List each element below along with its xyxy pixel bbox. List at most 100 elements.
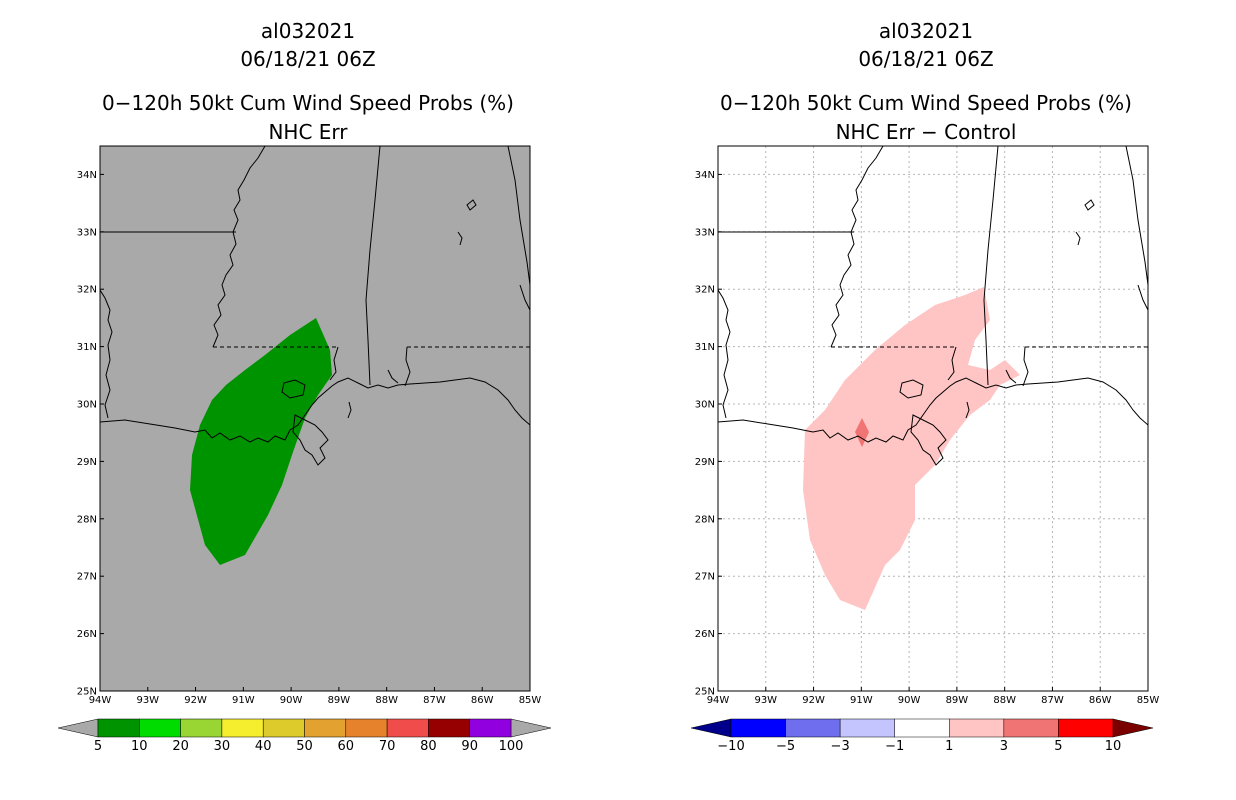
map-boundary-line [830,146,884,348]
lon-label: 94W [707,695,730,706]
lat-label: 29N [695,457,715,468]
map-boundary-line [387,369,399,384]
right-datetime: 06/18/21 06Z [858,47,993,71]
colorbar-label: 80 [420,739,437,754]
map-boundary-line [281,379,306,399]
colorbar-high-arrow [1112,718,1154,738]
colorbar-swatch [949,718,1005,738]
right-subtitle: NHC Err − Control [836,120,1017,144]
colorbar-swatch [894,718,950,738]
right-map-frame [717,145,1149,692]
colorbar-swatch [730,718,786,738]
left-map-frame [99,145,531,692]
colorbar-swatch [839,718,895,738]
left-datetime: 06/18/21 06Z [240,47,375,71]
lat-label: 25N [695,687,715,698]
lon-label: 86W [471,695,494,706]
left-map-boundaries [100,146,530,466]
map-boundary-line [100,377,530,443]
map-boundary-line [404,346,411,387]
map-boundary-line [910,414,947,466]
colorbar-label: 10 [131,739,148,754]
lat-label: 32N [77,285,97,296]
lon-label: 93W [754,695,777,706]
colorbar-high-arrow [510,718,552,738]
lon-label: 92W [802,695,825,706]
lat-label: 34N [77,170,97,181]
lon-label: 90W [898,695,921,706]
colorbar-swatch [1058,718,1114,738]
lat-label: 33N [77,227,97,238]
map-boundary-line [1075,231,1081,246]
colorbar-low-arrow [690,718,732,738]
colorbar-swatch [469,718,512,738]
colorbar-swatch [304,718,347,738]
map-boundary-line [1005,369,1017,384]
right-map-panel: al032021 06/18/21 06Z 0−120h 50kt Cum Wi… [690,19,1160,754]
lat-label: 31N [695,342,715,353]
colorbar-label: −10 [717,739,744,754]
colorbar-label: 5 [1054,739,1062,754]
lat-label: 28N [695,514,715,525]
lon-label: 91W [232,695,255,706]
colorbar-low-arrow [57,718,99,738]
colorbar-swatch [1003,718,1059,738]
lat-label: 30N [77,400,97,411]
lon-label: 91W [850,695,873,706]
lon-label: 93W [136,695,159,706]
colorbar-swatch [97,718,140,738]
lon-label: 90W [280,695,303,706]
lon-label: 92W [184,695,207,706]
colorbar-swatch [139,718,181,738]
lat-label: 34N [695,170,715,181]
lon-label: 88W [375,695,398,706]
map-boundary-line [1022,346,1029,387]
lon-label: 94W [89,695,112,706]
colorbar-swatch [386,718,429,738]
colorbar-label: 90 [461,739,478,754]
map-boundary-line [519,284,530,311]
lat-label: 28N [77,514,97,525]
left-probability-area [190,318,332,565]
colorbar-label: 40 [255,739,272,754]
lat-label: 33N [695,227,715,238]
colorbar-label: 1 [945,739,953,754]
lon-label: 85W [1137,695,1160,706]
map-boundary-line [718,377,1148,443]
lat-label: 26N [77,629,97,640]
map-boundary-line [212,146,266,348]
left-map-background [100,146,530,691]
right-difference-area [803,287,1020,610]
right-title: 0−120h 50kt Cum Wind Speed Probs (%) [720,91,1132,115]
right-difference-peak [855,418,869,447]
map-boundary-line [347,401,352,419]
colorbar-label: 70 [379,739,396,754]
lon-label: 89W [946,695,969,706]
lat-label: 32N [695,285,715,296]
left-colorbar: 5 10 20 30 40 50 60 70 80 90 100 [57,718,552,754]
lat-label: 30N [695,400,715,411]
map-boundary-line [457,231,463,246]
lat-label: 29N [77,457,97,468]
colorbar-swatch [221,718,264,738]
map-boundary-line [947,346,957,381]
colorbar-label: 60 [338,739,355,754]
lon-label: 89W [328,695,351,706]
colorbar-swatch [180,718,223,738]
map-boundary-line [466,199,477,211]
left-subtitle: NHC Err [268,120,348,144]
right-colorbar: −10 −5 −3 −1 1 3 5 10 [690,718,1154,754]
lat-label: 31N [77,342,97,353]
map-boundary-line [329,346,339,381]
colorbar-swatch [428,718,470,738]
lon-label: 87W [423,695,446,706]
lat-label: 26N [695,629,715,640]
map-boundary-line [1125,146,1148,286]
colorbar-label: 20 [172,739,189,754]
map-boundary-line [718,289,731,419]
colorbar-label: 10 [1105,739,1122,754]
lat-label: 25N [77,687,97,698]
